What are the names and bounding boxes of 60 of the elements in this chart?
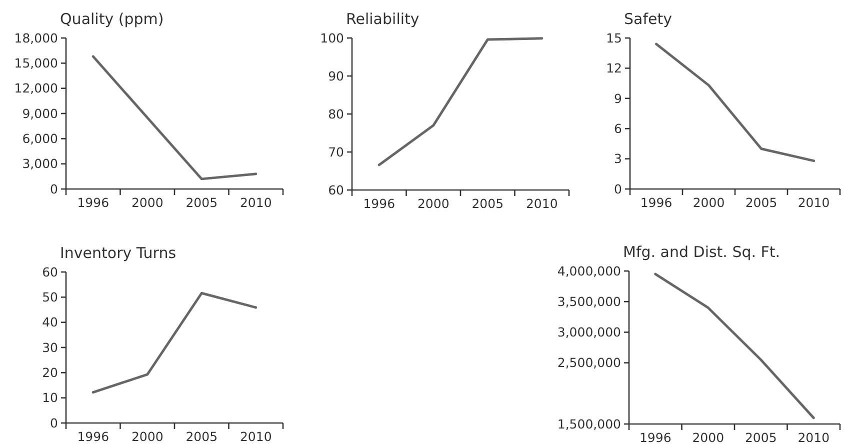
- y-tick-label: 3: [614, 151, 622, 166]
- x-tick-label: 2005: [472, 196, 504, 211]
- y-tick-label: 3,500,000: [557, 294, 622, 309]
- y-tick-label: 15: [606, 30, 622, 46]
- chart-title: Inventory Turns: [60, 244, 176, 262]
- y-tick-label: 90: [328, 68, 344, 84]
- x-tick-label: 2010: [240, 429, 272, 444]
- x-tick-label: 2000: [131, 195, 164, 210]
- chart-title: Mfg. and Dist. Sq. Ft.: [623, 243, 780, 261]
- x-tick-label: 2005: [745, 195, 778, 210]
- x-tick-label: 2005: [186, 429, 218, 444]
- x-tick-label: 2000: [692, 430, 724, 445]
- y-tick-label: 60: [328, 182, 344, 198]
- line-series: [654, 272, 815, 420]
- y-tick-label: 70: [328, 144, 344, 160]
- line-series: [92, 55, 258, 180]
- chart-title: Quality (ppm): [60, 10, 164, 28]
- y-tick-label: 30: [42, 340, 58, 355]
- x-tick-label: 1996: [77, 195, 110, 210]
- x-tick-label: 2000: [417, 196, 450, 211]
- y-tick-label: 4,000,000: [557, 263, 622, 278]
- y-tick-label: 2,500,000: [557, 355, 622, 370]
- y-tick-label: 3,000: [22, 156, 58, 172]
- y-tick-label: 0: [50, 415, 58, 430]
- x-tick-label: 2010: [798, 195, 830, 210]
- y-tick-label: 1,500,000: [557, 416, 622, 432]
- line-series: [378, 37, 544, 166]
- y-tick-label: 60: [42, 264, 58, 280]
- x-tick-label: 2000: [692, 195, 725, 210]
- y-tick-label: 6,000: [22, 131, 58, 146]
- y-tick-label: 10: [42, 390, 58, 406]
- x-tick-label: 2010: [526, 196, 558, 211]
- x-tick-label: 2010: [798, 430, 830, 445]
- y-tick-label: 40: [42, 314, 58, 330]
- x-tick-label: 2005: [744, 430, 777, 445]
- y-tick-label: 0: [50, 181, 58, 196]
- line-series: [655, 42, 815, 162]
- y-tick-label: 12: [606, 60, 622, 76]
- x-tick-label: 2010: [240, 195, 272, 210]
- y-tick-label: 9: [614, 90, 622, 106]
- y-tick-label: 20: [42, 365, 58, 380]
- x-tick-label: 1996: [639, 430, 672, 445]
- y-tick-label: 12,000: [14, 80, 58, 96]
- y-tick-label: 100: [320, 30, 344, 46]
- y-tick-label: 15,000: [14, 56, 58, 71]
- y-tick-label: 9,000: [22, 106, 58, 121]
- y-tick-label: 50: [42, 290, 58, 305]
- x-tick-label: 2005: [186, 195, 218, 210]
- y-tick-label: 3,000,000: [557, 324, 622, 340]
- x-tick-label: 1996: [363, 196, 396, 211]
- chart-title: Safety: [624, 10, 672, 28]
- y-tick-label: 18,000: [14, 30, 58, 46]
- y-tick-label: 80: [328, 106, 344, 122]
- x-tick-label: 1996: [640, 195, 672, 210]
- y-tick-label: 6: [614, 120, 622, 136]
- line-series: [92, 292, 258, 394]
- y-tick-label: 0: [614, 181, 622, 196]
- chart-title: Reliability: [346, 10, 420, 28]
- x-tick-label: 1996: [77, 429, 110, 444]
- x-tick-label: 2000: [131, 429, 164, 444]
